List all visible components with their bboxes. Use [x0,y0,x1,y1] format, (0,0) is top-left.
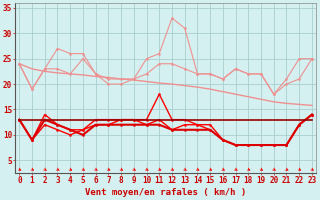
X-axis label: Vent moyen/en rafales ( km/h ): Vent moyen/en rafales ( km/h ) [85,188,246,197]
